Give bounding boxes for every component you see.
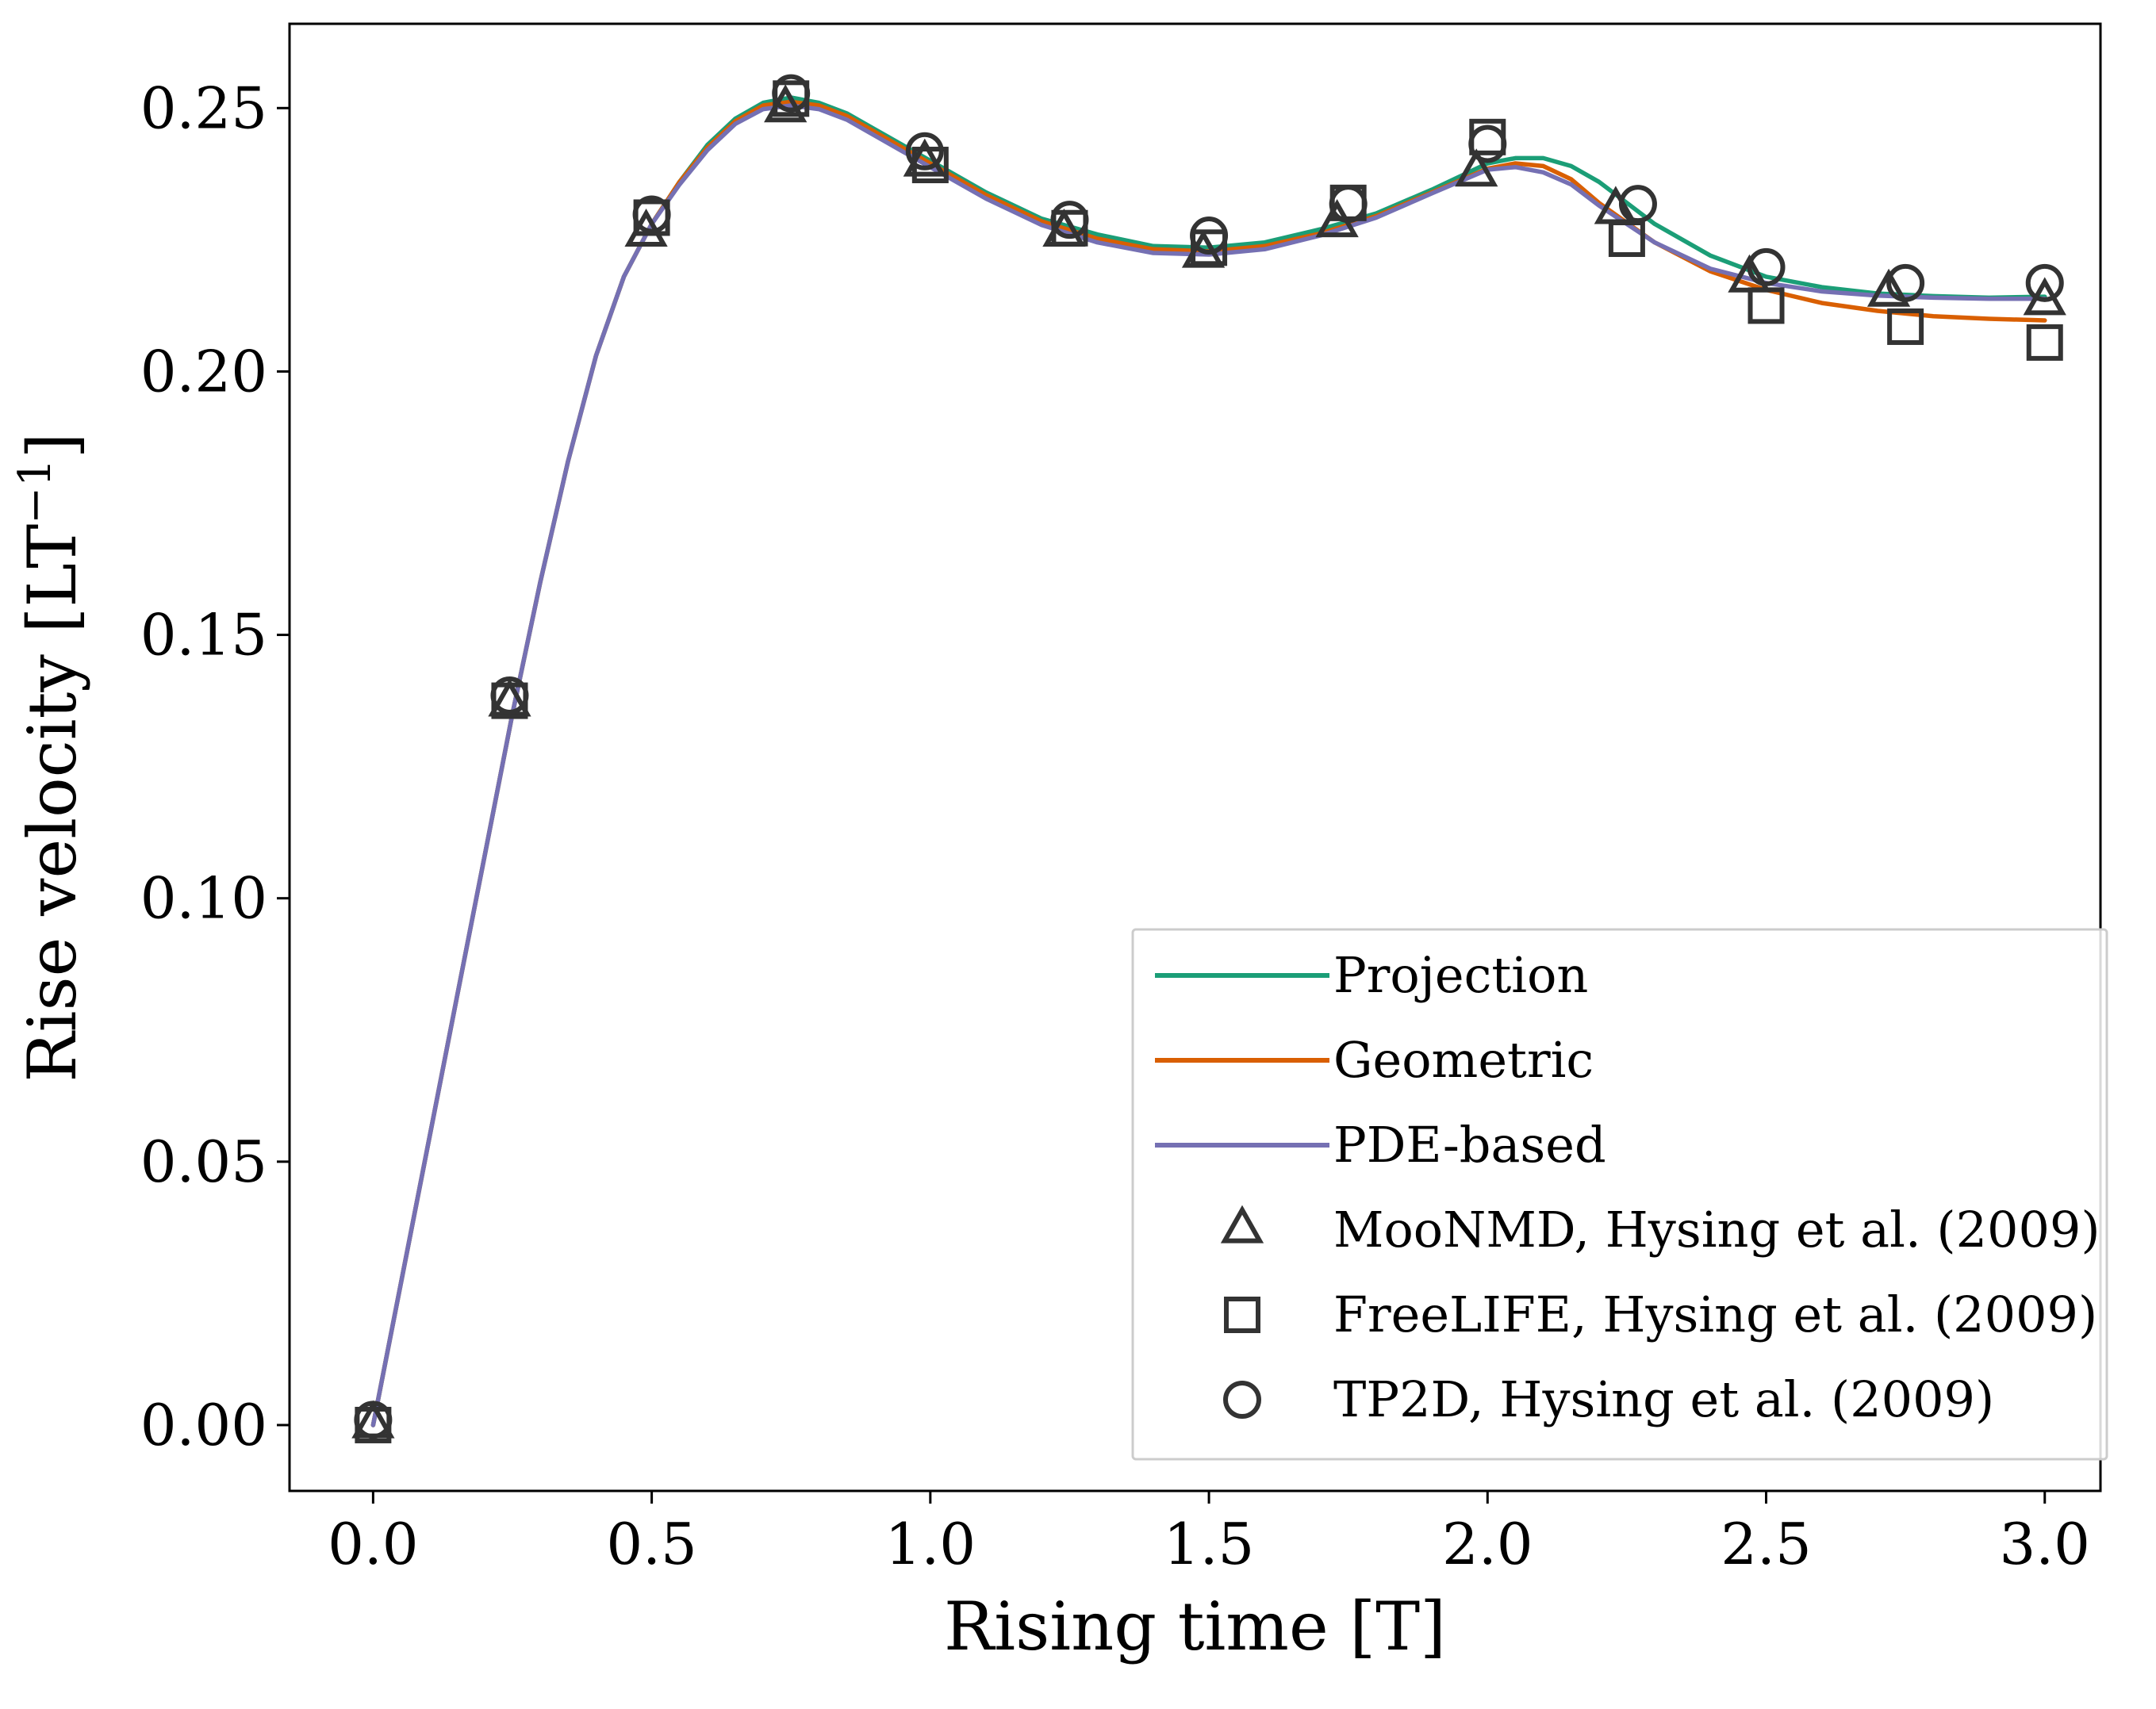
legend: Projection Geometric PDE-based MooNMD, Hysi… [1131, 928, 2108, 1461]
y-tick-label: 0.25 [140, 75, 267, 141]
y-tick-label: 0.10 [140, 865, 267, 932]
data-point-circle [1050, 201, 1089, 239]
y-axis-label-main: Rise velocity [LT [13, 524, 91, 1082]
x-tick-label: 1.5 [1164, 1511, 1255, 1577]
legend-label: Geometric [1333, 1031, 1594, 1089]
data-point-triangle [1455, 148, 1498, 187]
data-point-square [1747, 287, 1785, 324]
y-tick-label: 0.15 [140, 602, 267, 669]
plot-frame [288, 22, 2102, 1493]
x-axis: 0.0 0.5 1.0 1.5 2.0 2.5 3.0 [328, 1491, 2090, 1577]
data-point-circle [354, 1401, 393, 1439]
data-point-square [1887, 308, 1924, 345]
x-axis-label: Rising time [T] [944, 1588, 1446, 1665]
data-point-circle [772, 74, 811, 113]
x-tick-label: 0.5 [606, 1511, 697, 1577]
y-axis-label: Rise velocity [LT−1] [10, 432, 92, 1082]
y-tick-label: 0.05 [140, 1128, 267, 1195]
x-tick-label: 0.0 [328, 1511, 419, 1577]
data-point-circle [2025, 263, 2064, 302]
x-tick-label: 1.0 [885, 1511, 976, 1577]
y-axis-label-end: ] [13, 432, 91, 458]
data-point-circle [1618, 185, 1657, 224]
data-point-circle [1329, 185, 1368, 224]
legend-marker-triangle-icon [1220, 1205, 1264, 1243]
x-tick-label: 2.0 [1442, 1511, 1533, 1577]
x-tick-label: 2.5 [1721, 1511, 1812, 1577]
data-point-triangle [1866, 268, 1911, 307]
series-layer [370, 95, 2047, 1427]
data-point-square [2026, 324, 2063, 361]
x-tick-label: 3.0 [1999, 1511, 2090, 1577]
legend-label: TP2D, Hysing et al. (2009) [1333, 1370, 1994, 1428]
legend-label: Projection [1333, 946, 1588, 1004]
legend-item: Geometric [1155, 1031, 1594, 1089]
y-tick-label: 0.20 [140, 338, 267, 404]
data-point-circle [905, 132, 944, 171]
data-point-circle [632, 195, 671, 234]
legend-item: PDE-based [1155, 1116, 1606, 1174]
legend-item: MooNMD, Hysing et al. (2009) [1220, 1201, 2100, 1259]
data-point-circle [1886, 263, 1925, 302]
marker-layer [351, 74, 2066, 1443]
series-line-pde-based [370, 103, 2047, 1427]
legend-item: FreeLIFE, Hysing et al. (2009) [1224, 1286, 2097, 1343]
y-axis: 0.00 0.05 0.10 0.15 0.20 0.25 [140, 75, 290, 1458]
y-tick-label: 0.00 [140, 1392, 267, 1458]
data-point-square [1191, 229, 1228, 266]
legend-label: FreeLIFE, Hysing et al. (2009) [1333, 1286, 2097, 1343]
legend-box [1131, 928, 2108, 1461]
legend-item: Projection [1155, 946, 1588, 1004]
legend-marker-square-icon [1224, 1297, 1260, 1333]
data-point-circle [1190, 216, 1229, 255]
legend-label: MooNMD, Hysing et al. (2009) [1333, 1201, 2100, 1259]
data-point-circle [490, 676, 529, 715]
y-axis-label-superscript: −1 [10, 458, 61, 524]
legend-item: TP2D, Hysing et al. (2009) [1223, 1370, 1994, 1428]
data-point-circle [1747, 247, 1786, 286]
legend-marker-circle-icon [1223, 1381, 1261, 1419]
data-point-square [1608, 220, 1645, 258]
data-point-circle [1468, 125, 1507, 163]
legend-label: PDE-based [1333, 1116, 1606, 1174]
